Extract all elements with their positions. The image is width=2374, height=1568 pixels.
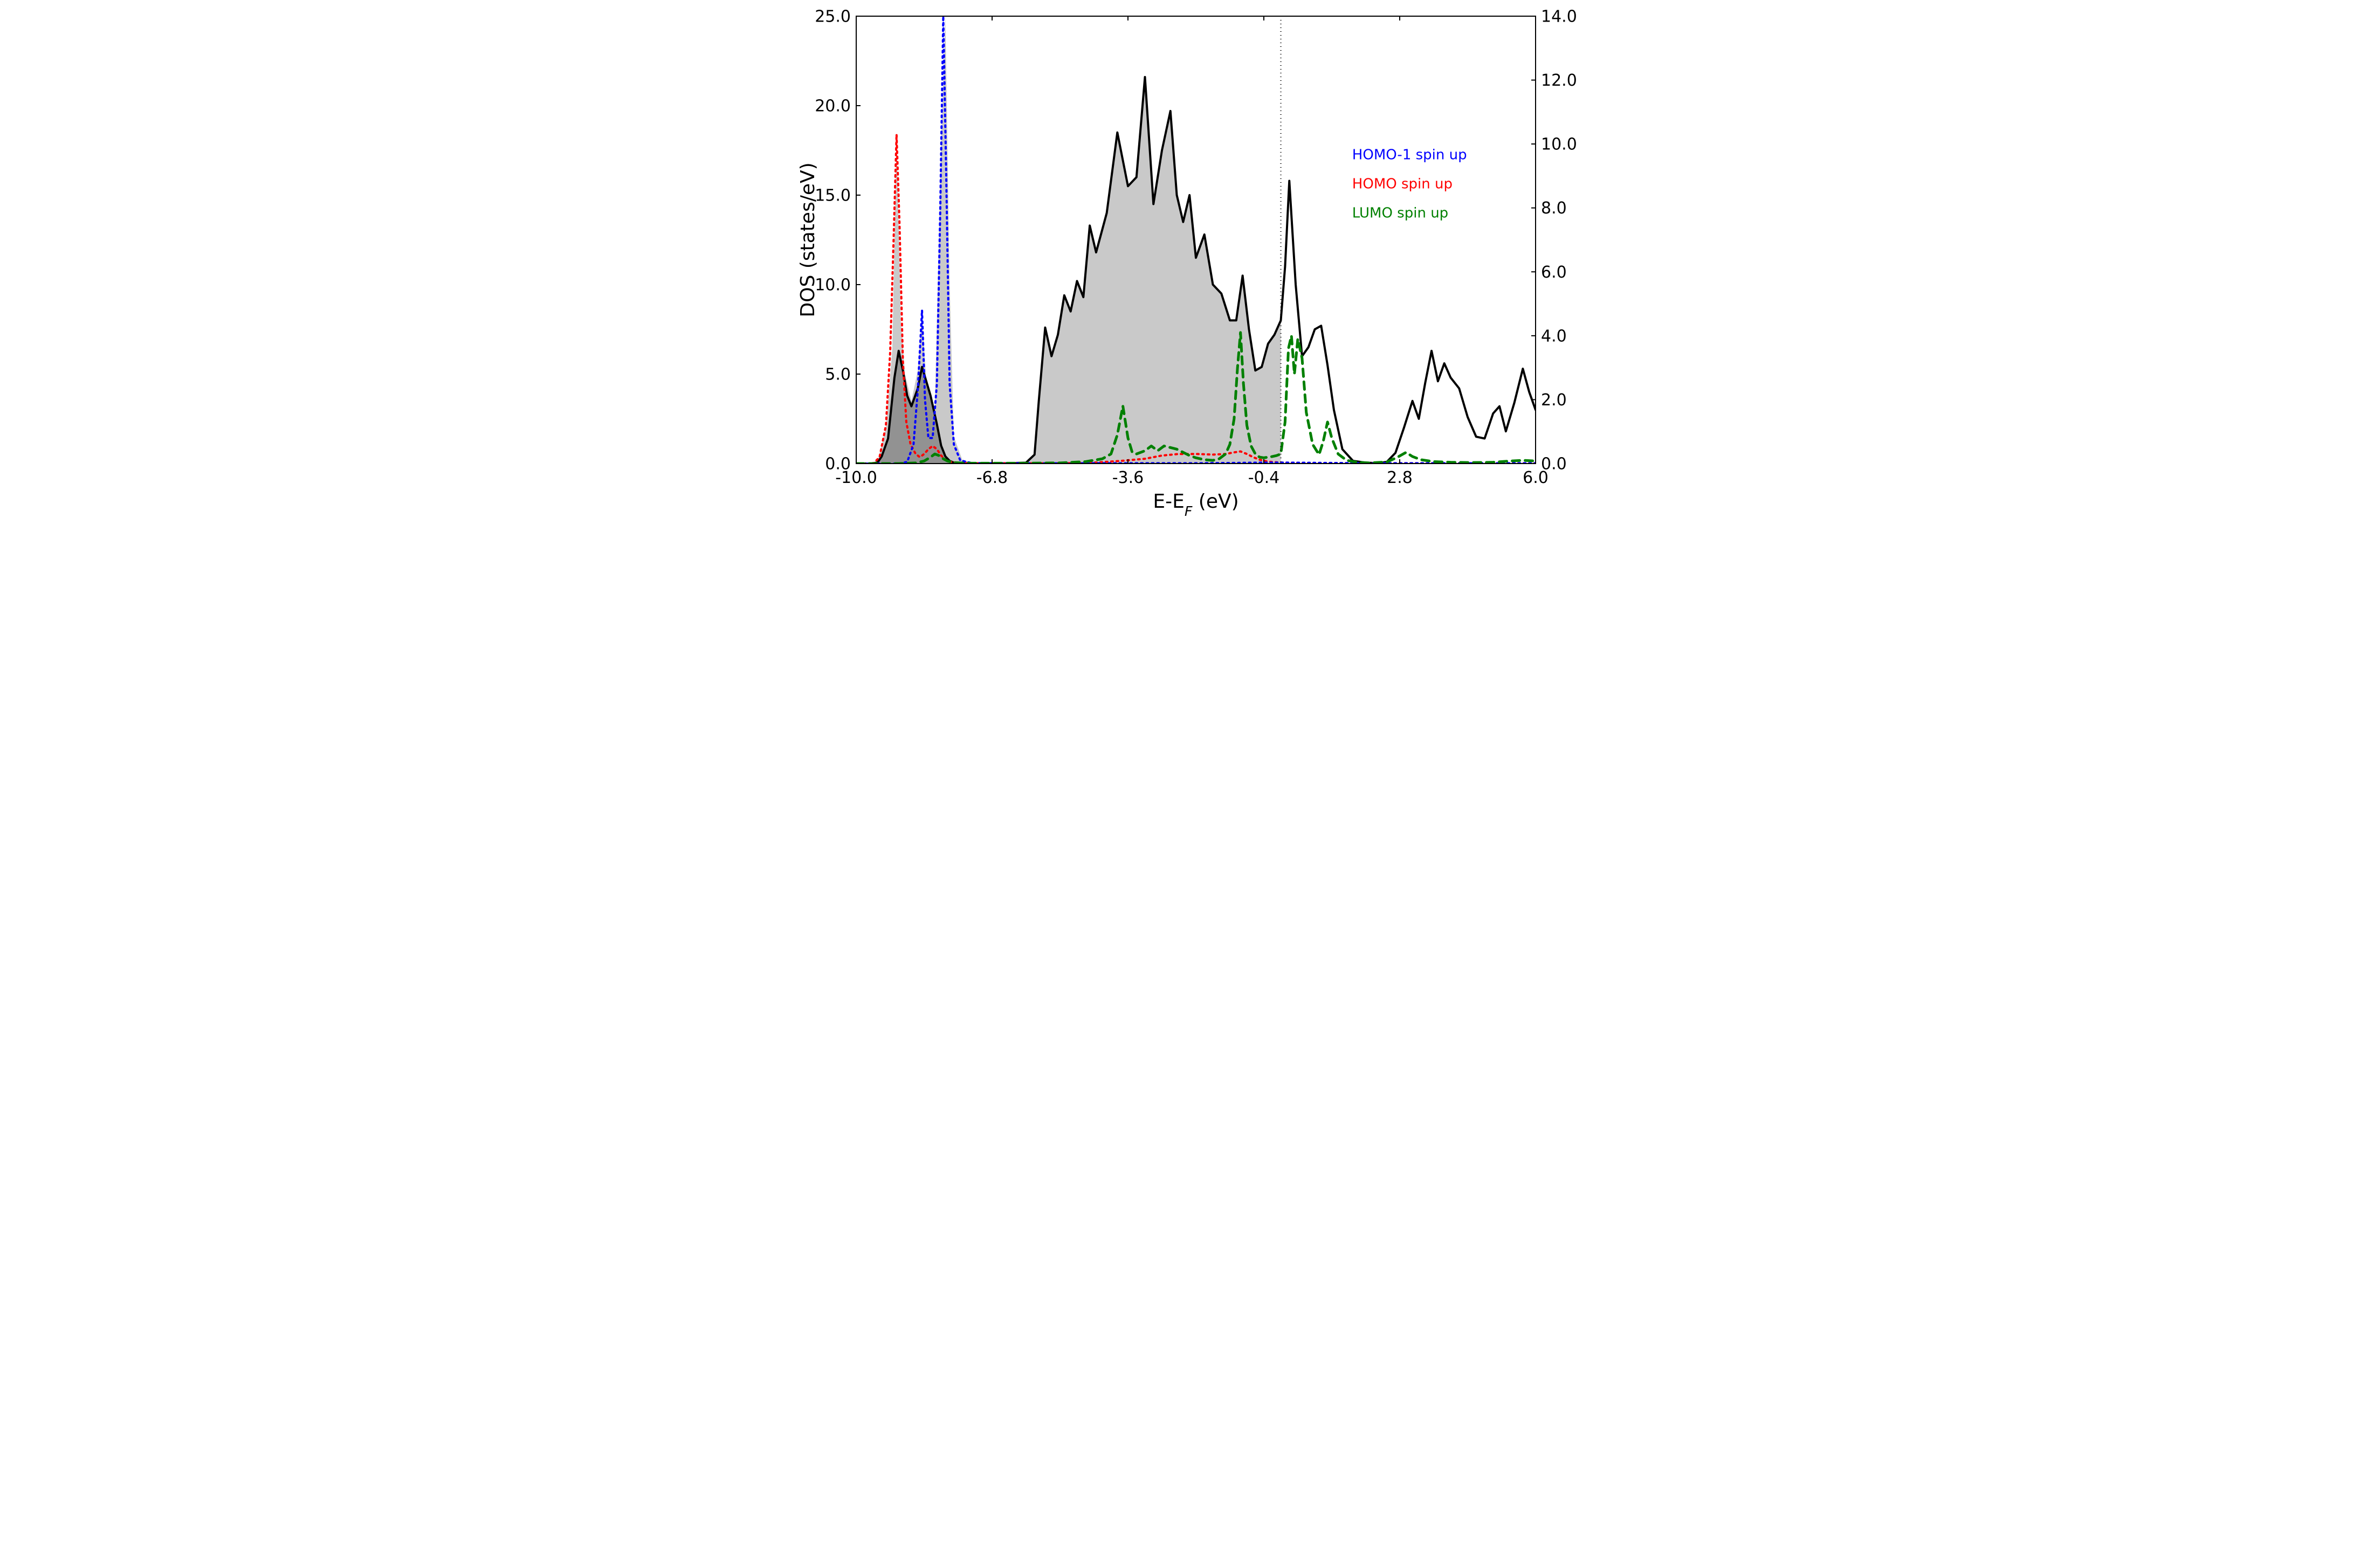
y-left-tick-label: 0.0 xyxy=(825,455,851,474)
y-right-tick-label: 12.0 xyxy=(1541,71,1577,90)
legend-entry: HOMO spin up xyxy=(1352,176,1453,192)
y-left-tick-label: 5.0 xyxy=(825,365,851,384)
y-left-tick-label: 25.0 xyxy=(815,8,851,26)
y-right-tick-label: 6.0 xyxy=(1541,263,1567,282)
legend-entry: HOMO-1 spin up xyxy=(1352,147,1467,163)
y-right-tick-label: 8.0 xyxy=(1541,199,1567,218)
legend-entry: LUMO spin up xyxy=(1352,205,1448,222)
y-left-tick-label: 20.0 xyxy=(815,97,851,116)
y-right-tick-label: 2.0 xyxy=(1541,391,1567,410)
x-tick-label: 2.8 xyxy=(1387,468,1413,487)
y-left-tick-label: 10.0 xyxy=(815,276,851,295)
y-axis-label: DOS (states/eV) xyxy=(797,162,819,317)
chart-svg: -10.0-6.8-3.6-0.42.86.00.05.010.015.020.… xyxy=(792,0,1582,523)
y-right-tick-label: 0.0 xyxy=(1541,455,1567,474)
x-tick-label: -0.4 xyxy=(1248,468,1280,487)
y-right-tick-label: 4.0 xyxy=(1541,327,1567,346)
dos-chart: -10.0-6.8-3.6-0.42.86.00.05.010.015.020.… xyxy=(792,0,1582,523)
x-tick-label: -6.8 xyxy=(976,468,1008,487)
y-left-tick-label: 15.0 xyxy=(815,186,851,205)
y-right-tick-label: 14.0 xyxy=(1541,8,1577,26)
y-right-tick-label: 10.0 xyxy=(1541,135,1577,154)
x-tick-label: -3.6 xyxy=(1112,468,1144,487)
